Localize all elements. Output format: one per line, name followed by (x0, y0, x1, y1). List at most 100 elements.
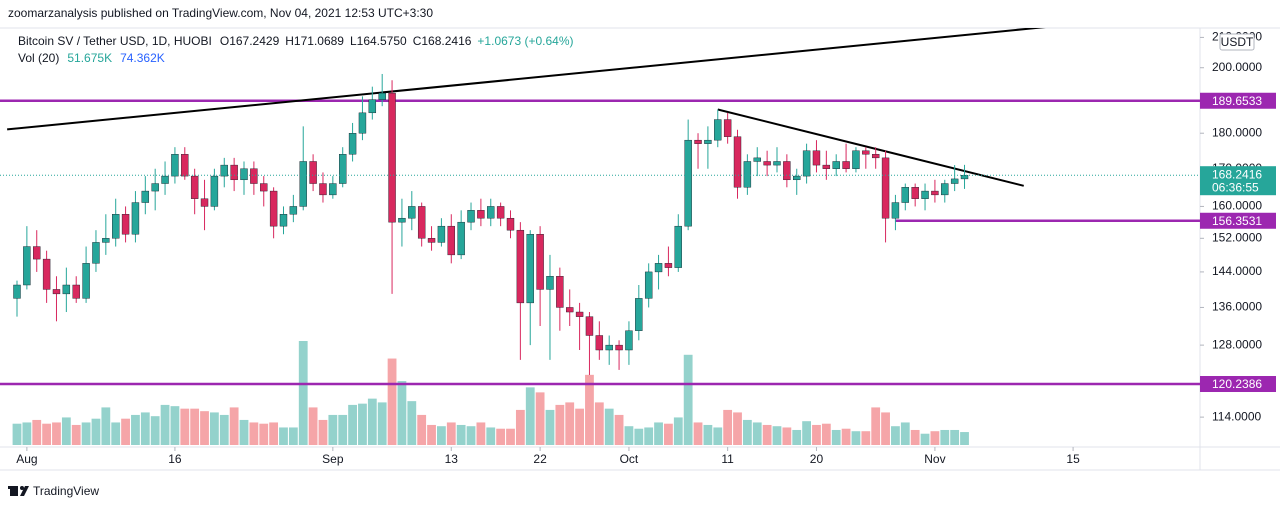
candle-body (704, 139, 712, 144)
volume-bar (782, 427, 792, 445)
volume-bar (772, 426, 782, 445)
x-tick-label: 13 (445, 452, 459, 466)
candle-body (566, 307, 574, 313)
candle-body (793, 175, 801, 181)
volume-bar (496, 428, 506, 445)
candle-body (220, 164, 228, 177)
volume-bar (170, 406, 180, 445)
candle-body (319, 183, 327, 196)
candle-body (171, 154, 179, 177)
volume-bar (664, 423, 673, 445)
candle-body (783, 161, 791, 181)
candle-body (358, 112, 367, 134)
candle-body (891, 202, 900, 219)
volume-bar (614, 414, 624, 445)
candle-body (862, 150, 870, 155)
logo-part (8, 486, 13, 489)
candle-body (733, 136, 742, 188)
candle-body (417, 206, 426, 239)
level-label-box (1200, 376, 1276, 393)
candle-body (102, 238, 110, 243)
volume-bar (920, 433, 930, 445)
volume-bar (930, 431, 940, 445)
volume-bar (318, 419, 328, 445)
volume-bar (61, 417, 71, 445)
volume-bar (160, 404, 170, 445)
candle-body (210, 175, 219, 207)
volume-bar (219, 414, 229, 445)
volume-bar (111, 422, 121, 445)
volume-bar (624, 426, 634, 445)
candle-body (42, 258, 51, 290)
candle-body (230, 164, 238, 181)
candle-body (694, 139, 702, 144)
volume-bar (249, 422, 259, 445)
candle-body (881, 157, 890, 219)
volume-bar (644, 427, 654, 445)
candle-body (190, 175, 199, 199)
legend-line: Bitcoin SV / Tether USD, 1D, HUOBI O167.2… (18, 34, 574, 48)
candle-body (714, 119, 722, 141)
candle-body (950, 178, 959, 184)
ohlc-high: H171.0689 (285, 34, 344, 48)
candle-body (921, 190, 929, 199)
volume-bar (338, 414, 348, 445)
candle-body (260, 183, 268, 192)
y-tick-label: 136.0000 (1212, 300, 1262, 314)
volume-bar (831, 429, 841, 445)
x-tick-label: 22 (533, 452, 547, 466)
volume-bar (71, 424, 81, 445)
logo-part (20, 486, 24, 490)
candle-body (289, 206, 298, 215)
candle-body (536, 234, 544, 290)
level-label-box (1200, 212, 1276, 229)
volume-bar (545, 409, 555, 445)
last-price-label: 168.2416 (1212, 167, 1262, 181)
trendline (717, 108, 1024, 187)
logo-part (10, 486, 18, 496)
candle-body (269, 190, 278, 227)
candle-body (447, 225, 455, 256)
candle-body (871, 154, 880, 159)
volume-bar (190, 408, 200, 445)
volume-bar (555, 404, 565, 445)
candle-body (595, 335, 604, 351)
candle-body (398, 217, 406, 223)
candle-body (467, 210, 475, 223)
candle-body (941, 183, 949, 196)
volume-bar (703, 424, 713, 445)
candle-body (13, 284, 21, 299)
volume-bar (358, 403, 367, 445)
candle-body (111, 214, 120, 239)
volume-bar (713, 427, 723, 445)
volume-bar (910, 429, 920, 445)
volume-bar (437, 426, 446, 445)
candle-body (378, 92, 386, 100)
volume-bar (565, 402, 575, 445)
volume-bar (288, 427, 298, 445)
volume-bar (881, 412, 890, 445)
candle-body (161, 175, 169, 184)
symbol: Bitcoin SV / Tether USD, 1D, HUOBI (18, 34, 212, 48)
volume-bar (841, 428, 851, 445)
candle-body (605, 344, 613, 351)
volume-bar (387, 358, 397, 445)
plot-area (0, 28, 1200, 445)
volume-bar (604, 408, 614, 445)
candle-body (487, 206, 495, 219)
candle-body (131, 202, 140, 235)
volume-bar (851, 431, 861, 445)
volume-bar (900, 422, 910, 445)
candle-body (644, 271, 653, 299)
y-tick-label: 200.0000 (1212, 60, 1262, 74)
candle-body (852, 150, 860, 169)
candle-body (901, 187, 909, 203)
volume-bar (32, 419, 42, 445)
volume-bar (506, 428, 515, 445)
level-label: 189.6533 (1212, 94, 1262, 108)
tradingview-logo (8, 486, 29, 496)
candle-body (773, 161, 781, 166)
candle-body (240, 168, 248, 181)
volume-bar (891, 426, 900, 445)
